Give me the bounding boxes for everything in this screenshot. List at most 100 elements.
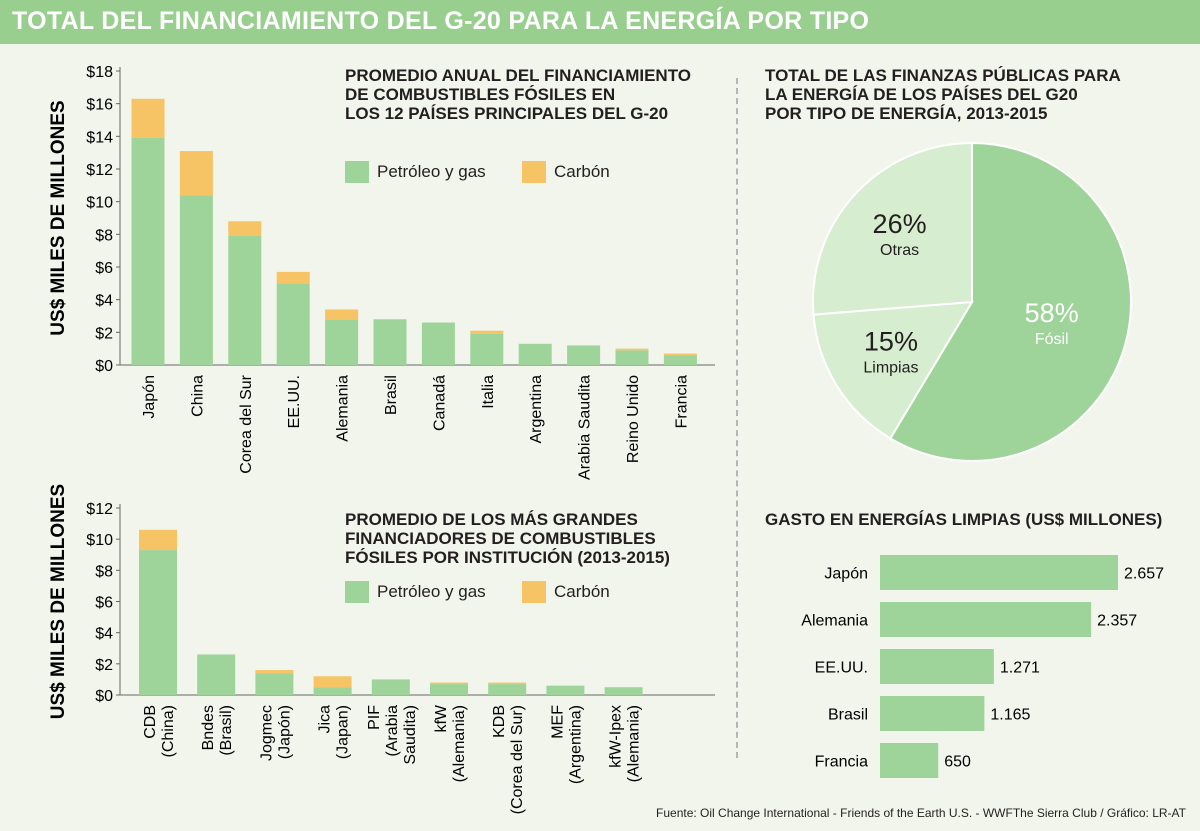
chart4-title: GASTO EN ENERGÍAS LIMPIAS (US$ MILLONES) bbox=[765, 510, 1163, 529]
legend-swatch-coal bbox=[522, 581, 546, 603]
hbar bbox=[880, 743, 939, 778]
hbar-category-label: Brasil bbox=[828, 707, 868, 724]
chart1-title: PROMEDIO ANUAL DEL FINANCIAMIENTO DE COM… bbox=[345, 66, 691, 123]
x-tick-label: Corea del Sur bbox=[238, 374, 255, 473]
source-note: Fuente: Oil Change International - Frien… bbox=[656, 806, 1186, 820]
pie-slice-label: Limpias bbox=[863, 359, 918, 376]
fossil-financing-by-country-chart: US$ MILES DE MILLONES $0 $2 $4 $6 $8 $10 $12 $14… bbox=[48, 64, 715, 480]
x-tick-label: Jica(Japan) bbox=[317, 705, 352, 759]
hbar bbox=[880, 555, 1118, 590]
legend-label-coal: Carbón bbox=[554, 582, 610, 601]
x-tick-label: Argentina bbox=[528, 375, 545, 444]
bar-oil-gas bbox=[488, 684, 527, 695]
chart1-legend-oil-gas: Petróleo y gas bbox=[345, 161, 486, 183]
hbar bbox=[880, 602, 1092, 637]
x-tick-label: Japón bbox=[141, 375, 158, 419]
hbar-category-label: Japón bbox=[824, 566, 868, 583]
x-tick-label: Francia bbox=[673, 375, 690, 428]
pie-pct-label: 15% bbox=[864, 326, 918, 356]
y-tick-label: $14 bbox=[86, 129, 113, 146]
bar-oil-gas bbox=[276, 283, 310, 365]
y-tick-label: $8 bbox=[95, 563, 113, 580]
chart2-legend-oil-gas: Petróleo y gas bbox=[345, 581, 486, 603]
bar-oil-gas bbox=[371, 679, 410, 695]
bar-oil-gas bbox=[373, 319, 407, 365]
hbar-category-label: Francia bbox=[815, 754, 868, 771]
y-tick-label: $0 bbox=[95, 688, 113, 705]
x-tick-label: MEF(Argentina) bbox=[549, 705, 584, 784]
bar-coal bbox=[255, 670, 294, 674]
bar-coal bbox=[179, 151, 213, 196]
y-tick-label: $10 bbox=[86, 195, 113, 212]
y-tick-label: $0 bbox=[95, 358, 113, 375]
legend-swatch-oil-gas bbox=[345, 581, 369, 603]
section-divider bbox=[736, 78, 738, 758]
y-axis-label: US$ MILES DE MILLONES bbox=[48, 100, 69, 335]
legend-label-coal: Carbón bbox=[554, 162, 610, 181]
x-tick-label: KDB(Corea del Sur) bbox=[491, 705, 526, 814]
bar-coal bbox=[131, 98, 165, 138]
hbar bbox=[880, 696, 985, 731]
public-finance-pie-chart: 58% Fósil 15% Limpias 26% Otras bbox=[812, 141, 1132, 462]
chart2-legend-coal: Carbón bbox=[522, 581, 610, 603]
bar-oil-gas bbox=[131, 137, 165, 365]
y-tick-label: $16 bbox=[86, 97, 113, 114]
y-axis-label: US$ MILES DE MILLONES bbox=[48, 484, 69, 719]
bar-oil-gas bbox=[139, 550, 177, 695]
bar-oil-gas bbox=[663, 355, 697, 365]
y-tick-label: $12 bbox=[86, 162, 113, 179]
chart2-title: PROMEDIO DE LOS MÁS GRANDES FINANCIADORE… bbox=[345, 510, 670, 567]
y-tick-label: $18 bbox=[86, 64, 113, 81]
bar-coal bbox=[430, 682, 468, 685]
bar-oil-gas bbox=[604, 687, 643, 695]
bar-oil-gas bbox=[567, 345, 601, 365]
x-tick-label: China bbox=[189, 375, 206, 417]
legend-swatch-coal bbox=[522, 161, 546, 183]
bar-oil-gas bbox=[197, 654, 236, 695]
y-tick-label: $6 bbox=[95, 595, 113, 612]
bar-oil-gas bbox=[430, 684, 468, 695]
hbar-value-label: 2.657 bbox=[1124, 566, 1164, 583]
pie-slice bbox=[812, 300, 974, 440]
chart1-legend-coal: Carbón bbox=[522, 161, 610, 183]
bar-oil-gas bbox=[325, 319, 359, 365]
pie-slice bbox=[812, 141, 973, 316]
header-bar: TOTAL DEL FINANCIAMIENTO DEL G-20 PARA L… bbox=[0, 0, 1200, 44]
bar-oil-gas bbox=[255, 673, 294, 695]
hbar-category-label: Alemania bbox=[801, 613, 868, 630]
hbar bbox=[880, 649, 994, 684]
y-tick-label: $2 bbox=[95, 325, 113, 342]
pie-pct-label: 26% bbox=[873, 209, 927, 239]
bar-coal bbox=[615, 348, 649, 351]
bar-coal bbox=[663, 353, 697, 356]
fossil-financing-by-institution-chart: US$ MILES DE MILLONES $0 $2 $4 $6 $8 $10 $12 CDB… bbox=[48, 484, 715, 814]
legend-label-oil-gas: Petróleo y gas bbox=[377, 582, 486, 601]
y-tick-label: $2 bbox=[95, 657, 113, 674]
bar-coal bbox=[325, 309, 359, 320]
x-tick-label: CDB(China) bbox=[142, 705, 177, 757]
legend-label-oil-gas: Petróleo y gas bbox=[377, 162, 486, 181]
y-tick-label: $4 bbox=[95, 293, 113, 310]
x-tick-label: Arabia Saudita bbox=[577, 375, 594, 480]
y-tick-label: $12 bbox=[86, 501, 113, 518]
x-tick-label: Bndes(Brasil) bbox=[200, 705, 235, 756]
pie-slice-label: Fósil bbox=[1035, 331, 1069, 348]
x-tick-label: kfW(Alemania) bbox=[433, 704, 468, 782]
pie-pct-label: 58% bbox=[1025, 298, 1079, 328]
bar-oil-gas bbox=[179, 195, 213, 365]
bar-oil-gas bbox=[546, 685, 585, 695]
pie-slice bbox=[888, 141, 1132, 462]
bar-oil-gas bbox=[228, 235, 262, 365]
hbar-category-label: EE.UU. bbox=[815, 660, 868, 677]
hbar-value-label: 1.165 bbox=[990, 707, 1030, 724]
bar-coal bbox=[139, 529, 177, 551]
hbar-value-label: 2.357 bbox=[1097, 613, 1137, 630]
hbar-value-label: 1.271 bbox=[1000, 660, 1040, 677]
x-tick-label: Reino Unido bbox=[625, 375, 642, 463]
x-tick-label: Alemania bbox=[335, 375, 352, 442]
x-tick-label: kfW-Ipex(Alemania) bbox=[608, 705, 643, 782]
bar-oil-gas bbox=[615, 350, 649, 365]
y-tick-label: $6 bbox=[95, 260, 113, 277]
y-tick-label: $4 bbox=[95, 626, 113, 643]
